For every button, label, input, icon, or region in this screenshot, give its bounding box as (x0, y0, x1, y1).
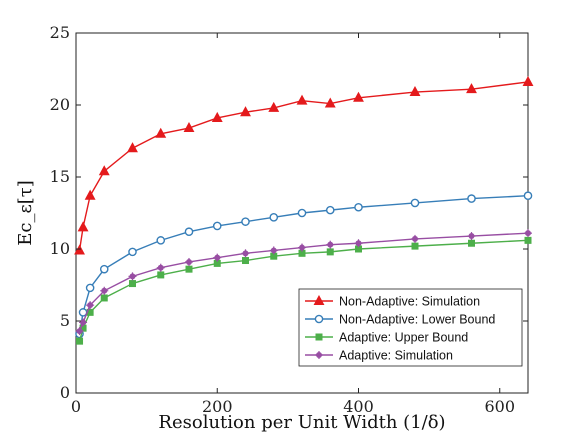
series-line (78, 239, 529, 342)
data-point (523, 191, 533, 201)
y-axis-label: Ec_ε[τ] (15, 180, 36, 246)
data-point (468, 239, 475, 247)
legend-label: Adaptive: Upper Bound (339, 331, 468, 345)
data-point (410, 198, 420, 208)
data-point (183, 121, 195, 133)
data-point (324, 97, 336, 108)
y-tick-label: 25 (50, 23, 70, 42)
data-point (213, 253, 222, 262)
data-point (75, 327, 84, 336)
y-tick-label: 5 (60, 311, 70, 330)
data-point (99, 264, 109, 274)
data-point (128, 272, 137, 281)
y-tick-label: 0 (60, 383, 70, 402)
legend-item: Adaptive: Upper Bound (305, 331, 468, 345)
data-point (411, 234, 419, 243)
data-point (354, 202, 363, 212)
data-point (298, 243, 306, 252)
legend-marker (314, 314, 324, 324)
data-point (157, 271, 165, 279)
data-point (128, 247, 137, 257)
data-point (129, 280, 136, 288)
legend: Non-Adaptive: Simulation Non-Adaptive: Lo… (298, 288, 523, 367)
data-point (522, 75, 534, 86)
legend-label: Adaptive: Simulation (339, 349, 453, 363)
data-point (185, 265, 193, 273)
y-tick-label: 20 (50, 95, 70, 114)
data-point (184, 227, 194, 237)
data-point (156, 236, 166, 245)
legend-marker (315, 351, 323, 359)
data-point (269, 246, 278, 255)
data-point (296, 94, 308, 105)
data-point (127, 142, 138, 153)
data-point (524, 236, 532, 244)
legend-marker (315, 333, 323, 341)
series-4 (75, 229, 532, 336)
data-point (211, 111, 223, 122)
series-line (78, 195, 529, 335)
data-point (353, 91, 364, 102)
x-tick-label: 200 (202, 397, 233, 416)
data-point (241, 217, 250, 226)
data-point (241, 249, 250, 258)
data-point (100, 294, 108, 302)
data-point (74, 244, 85, 255)
data-point (354, 239, 363, 248)
x-tick-label: 400 (343, 397, 374, 416)
legend-item: Adaptive: Simulation (305, 349, 453, 363)
series-line (78, 81, 529, 251)
data-point (84, 189, 96, 200)
data-point (85, 283, 95, 293)
y-tick-label: 15 (50, 167, 70, 186)
data-point (411, 242, 419, 250)
data-point (185, 257, 193, 266)
data-point (212, 221, 222, 231)
legend-item: Non-Adaptive: Lower Bound (305, 313, 495, 327)
legend-label: Non-Adaptive: Simulation (339, 295, 480, 309)
data-point (79, 318, 88, 327)
data-point (100, 286, 109, 295)
data-point (325, 205, 335, 215)
data-point (240, 106, 251, 117)
legend-item: Non-Adaptive: Simulation (305, 295, 480, 309)
plot-frame (75, 32, 529, 394)
x-axis-label: Resolution per Unit Width (1/δ) (158, 412, 445, 433)
data-point (155, 127, 167, 138)
data-point (297, 208, 307, 218)
data-point (524, 229, 532, 238)
plot-border (75, 32, 529, 394)
series-line (78, 232, 529, 332)
data-point (77, 221, 89, 232)
data-point (326, 240, 335, 249)
data-point (242, 257, 249, 265)
data-point (156, 263, 165, 272)
data-point (268, 101, 280, 112)
legend-box (298, 288, 523, 367)
axis-labels: Resolution per Unit Width (1/δ) Ec_ε[τ] (15, 180, 446, 433)
data-point (86, 301, 95, 310)
data-point (467, 232, 476, 241)
series-layer (74, 75, 534, 345)
y-tick-label: 10 (50, 239, 70, 258)
data-point (98, 165, 110, 176)
data-point (409, 85, 421, 97)
data-point (269, 213, 279, 222)
data-point (466, 83, 477, 94)
data-point (76, 337, 84, 345)
legend-label: Non-Adaptive: Lower Bound (339, 313, 495, 327)
x-tick-label: 0 (71, 397, 81, 416)
data-point (326, 248, 334, 256)
series-1 (74, 75, 534, 255)
series-3 (76, 236, 532, 345)
x-tick-label: 600 (484, 397, 515, 416)
legend-marker (313, 294, 325, 305)
axes-layer: 0 200 400 600 0 5 10 15 20 25 (50, 23, 528, 416)
data-point (467, 194, 476, 203)
